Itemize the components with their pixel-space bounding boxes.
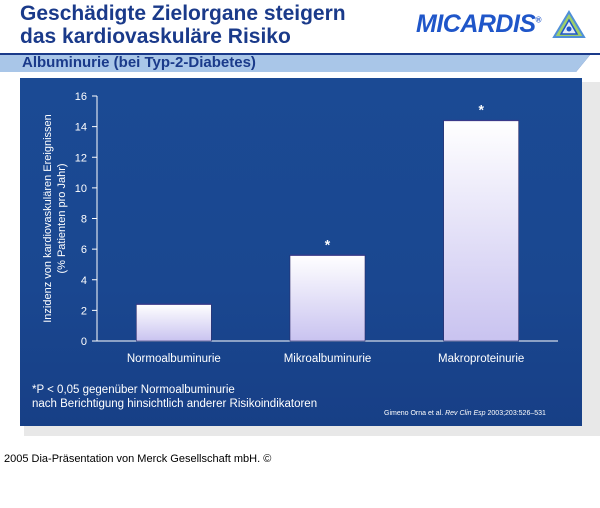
logo-mark-icon (552, 10, 586, 38)
y-tick-label: 2 (81, 305, 87, 317)
bar-mikroalbuminurie (289, 254, 366, 342)
copyright-notice: 2005 Dia-Präsentation von Merck Gesellsc… (4, 453, 272, 465)
citation-journal: Rev Clin Esp (445, 410, 486, 417)
y-tick-label: 8 (81, 214, 87, 226)
bar-normoalbuminurie (136, 303, 212, 342)
bar-makroproteinurie (443, 120, 519, 342)
chart-panel: 0 2 4 6 8 10 12 14 16 Inzidenz von kardiovaskulär… (20, 78, 582, 426)
y-tick-label: 12 (75, 152, 87, 164)
x-tick-label: Mikroalbuminurie (284, 353, 372, 365)
chart-subtitle: Albuminurie (bei Typ-2-Diabetes) (22, 54, 256, 71)
citation-authors: Gimeno Orna et al. (384, 410, 444, 417)
title-line-1: Geschädigte Zielorgane steigern (20, 2, 346, 25)
slide: Geschädigte Zielorgane steigern das kard… (0, 2, 600, 436)
x-tick-label: Normoalbuminurie (127, 353, 221, 365)
significance-marker: * (325, 236, 331, 252)
footnote-line-2: nach Berichtigung hinsichtlich anderer R… (32, 398, 318, 410)
y-tick-label: 6 (81, 244, 87, 256)
panel-shadow-right (582, 82, 600, 436)
page-title: Geschädigte Zielorgane steigern das kard… (20, 2, 346, 48)
footnote-line-1: *P < 0,05 gegenüber Normoalbuminurie (32, 384, 235, 396)
title-line-2: das kardiovaskuläre Risiko (20, 25, 291, 48)
footnote: *P < 0,05 gegenüber Normoalbuminurie nac… (32, 383, 317, 411)
y-axis-label-unit: (% Patienten pro Jahr) (56, 163, 68, 273)
y-tick-label: 14 (75, 122, 87, 134)
significance-marker: * (478, 102, 484, 118)
bar-chart: 0 2 4 6 8 10 12 14 16 Inzidenz von kardiovaskulär… (42, 91, 558, 365)
y-tick-label: 10 (75, 183, 87, 195)
x-tick-label: Makroproteinurie (438, 353, 524, 365)
panel-shadow-bottom (24, 426, 600, 436)
subtitle-bar (0, 53, 600, 72)
citation-details: 2003;203:526–531 (487, 410, 546, 417)
logo-text: MICARDIS® (416, 10, 542, 38)
y-tick-label: 4 (81, 275, 87, 287)
y-tick-label: 0 (81, 336, 87, 348)
citation: Gimeno Orna et al. Rev Clin Esp 2003;203… (384, 410, 546, 417)
y-tick-label: 16 (75, 91, 87, 103)
y-axis-label: Inzidenz von kardiovaskulären Ereignisse… (42, 114, 54, 323)
micardis-logo: MICARDIS® (416, 10, 586, 44)
